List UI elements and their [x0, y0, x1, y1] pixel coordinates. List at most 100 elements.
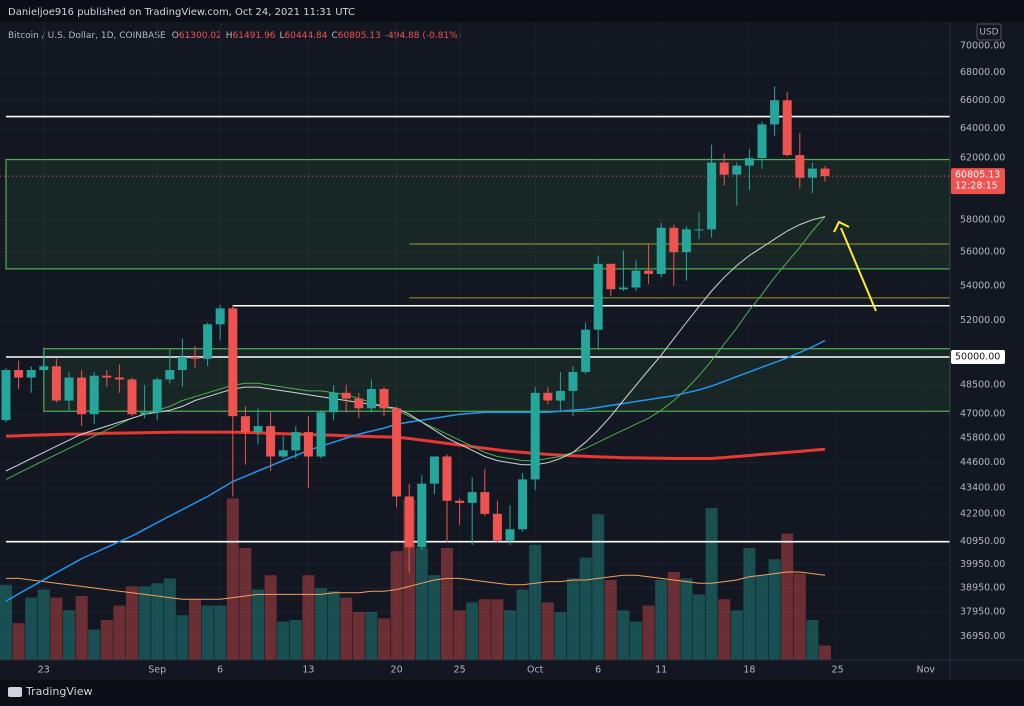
volume-bar [37, 589, 50, 660]
volume-bar [277, 621, 290, 660]
volume-bar [453, 610, 466, 660]
volume-bar [50, 597, 63, 660]
x-tick-label: Sep [148, 665, 166, 676]
candle-body [379, 388, 389, 409]
ohlc-value: 60805.13 [338, 31, 381, 41]
volume-bar [642, 605, 655, 660]
candle-body [568, 371, 578, 391]
candle-body [404, 496, 414, 548]
y-tick-label: 45800.00 [960, 433, 1005, 444]
y-tick-label: 36950.00 [960, 631, 1005, 642]
x-tick-label: 25 [454, 665, 466, 676]
candle-body [114, 377, 124, 380]
y-tick-label: 58000.00 [960, 214, 1005, 225]
volume-bar [378, 618, 390, 660]
candle-body [807, 168, 817, 178]
volume-bar [25, 597, 38, 660]
volume-bar [680, 578, 693, 660]
candle-body [329, 392, 339, 413]
y-tick-label: 38950.00 [960, 582, 1005, 593]
candle-body [417, 483, 427, 548]
ohlc-label: O [172, 31, 179, 41]
candle-body [770, 100, 780, 125]
candle-body [165, 370, 175, 380]
candle-body [215, 308, 225, 325]
volume-bar [138, 586, 151, 660]
volume-bar [100, 620, 113, 660]
volume-bar [315, 588, 327, 660]
volume-bar [264, 575, 277, 660]
candle-body [442, 456, 452, 501]
zone [5, 158, 951, 270]
volume-bar [75, 596, 88, 660]
y-tick-label: 68000.00 [960, 67, 1005, 78]
candle-body [656, 227, 666, 274]
price-tag-label: 60805.13 [955, 170, 1000, 181]
y-tick-label: 47000.00 [960, 409, 1005, 420]
ohlc-value: 61300.02 [179, 31, 222, 41]
candle-body [820, 168, 830, 177]
candle-body [253, 426, 263, 433]
x-tick-label: 11 [655, 665, 667, 676]
candle-body [203, 324, 213, 359]
volume-bar [126, 586, 138, 660]
volume-bar [806, 620, 819, 660]
volume-bar [163, 578, 176, 660]
y-tick-label: 64000.00 [960, 123, 1005, 134]
ohlc-label: H [226, 31, 233, 41]
candle-body [631, 270, 641, 288]
currency: USD [979, 28, 998, 38]
volume-bar [428, 575, 441, 660]
candle-body [505, 529, 515, 541]
candle-body [555, 390, 565, 401]
volume-bar [88, 629, 101, 660]
candle-body [240, 416, 250, 433]
arrow-head [833, 220, 850, 233]
x-tick-label: 20 [391, 665, 403, 676]
candle-body [127, 379, 137, 415]
candle-body [392, 408, 402, 497]
y-tick-label: 37950.00 [960, 606, 1005, 617]
volume-bar [579, 557, 592, 660]
candle-body [618, 287, 628, 290]
volume-bar [365, 612, 378, 660]
y-tick-label: 66000.00 [960, 95, 1005, 106]
volume-bar [466, 602, 479, 660]
candle-body [795, 155, 805, 178]
candle-body [719, 162, 729, 175]
annotation-arrow [833, 220, 877, 312]
volume-bar [504, 610, 516, 660]
ohlc-value: 60444.84 [285, 31, 328, 41]
volume-bar [630, 621, 642, 660]
volume-bar [302, 575, 315, 660]
volume-bar [201, 605, 214, 660]
volume-average-line [6, 571, 826, 600]
volume-bar [516, 589, 529, 660]
candle-body [518, 479, 528, 530]
arrow-line [840, 227, 877, 312]
price-tag [951, 168, 1005, 195]
candle-body [14, 370, 24, 378]
y-tick-label: 48500.00 [960, 380, 1005, 391]
symbol-header: Bitcoin / U.S. Dollar, 1D, COINBASE O6130… [8, 31, 461, 41]
moving-average-line [5, 430, 826, 460]
y-tick-label: 40950.00 [960, 536, 1005, 547]
candle-body [266, 426, 276, 457]
symbol: Bitcoin / U.S. Dollar, 1D, COINBASE [8, 31, 166, 41]
volume-bar [705, 508, 718, 660]
volume-bar [289, 620, 302, 660]
candle-body [707, 162, 717, 230]
y-tick-label: 62000.00 [960, 153, 1005, 164]
candle-body [341, 392, 351, 399]
volume-bar [793, 573, 806, 660]
candle-body [669, 227, 679, 253]
candle-body [316, 412, 326, 457]
candle-body [1, 370, 11, 421]
ohlc-label: L [280, 31, 285, 41]
volume-bar [592, 514, 605, 660]
x-tick-label: 6 [595, 665, 601, 676]
volume-bar [352, 612, 365, 660]
candle-body [429, 456, 439, 484]
level-tag [951, 350, 1005, 365]
